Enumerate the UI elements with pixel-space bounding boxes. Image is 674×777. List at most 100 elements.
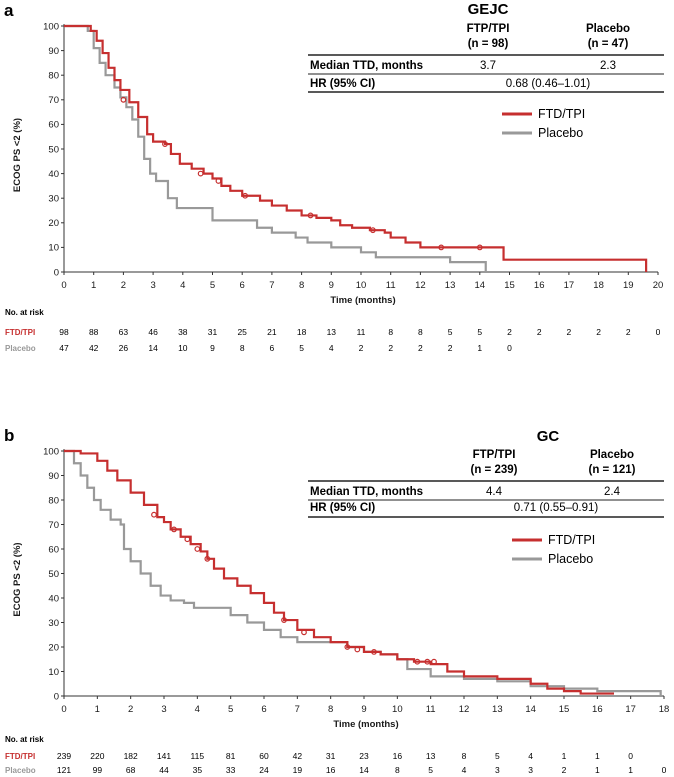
y-tick-label: 30: [48, 618, 59, 629]
risk-value: 2: [388, 343, 393, 353]
risk-value: 0: [507, 343, 512, 353]
series-line-placebo: [64, 449, 662, 696]
y-tick-label: 60: [48, 120, 59, 131]
censor-mark: [151, 511, 157, 518]
x-tick-label: 0: [61, 280, 66, 291]
x-tick-label: 2: [121, 280, 126, 291]
risk-row-label: FTD/TPI: [5, 752, 35, 761]
risk-value: 121: [57, 765, 71, 775]
risk-value: 10: [178, 343, 188, 353]
risk-value: 42: [89, 343, 99, 353]
x-tick-label: 11: [426, 704, 436, 715]
table-cell: 2.4: [604, 486, 621, 498]
censor-mark: [242, 192, 249, 199]
table-cell: 4.4: [486, 486, 503, 498]
risk-value: 1: [477, 343, 482, 353]
risk-value: 8: [418, 327, 423, 337]
censor-mark: [194, 546, 201, 552]
risk-value: 1: [562, 751, 567, 761]
x-tick-label: 17: [564, 280, 575, 291]
risk-value: 115: [191, 751, 205, 761]
risk-value: 63: [119, 327, 129, 337]
x-tick-label: 12: [459, 704, 470, 715]
x-tick-label: 8: [328, 704, 333, 715]
x-tick-label: 19: [623, 280, 634, 291]
risk-value: 11: [357, 327, 366, 337]
table-cell: 0.68 (0.46–1.01): [506, 78, 591, 90]
risk-value: 2: [448, 343, 453, 353]
risk-table-title: No. at risk: [5, 735, 44, 744]
panel-letter: b: [4, 426, 14, 445]
x-tick-label: 4: [180, 280, 185, 291]
risk-value: 26: [119, 343, 129, 353]
x-tick-label: 18: [593, 280, 604, 291]
risk-value: 31: [326, 751, 336, 761]
risk-value: 16: [393, 751, 403, 761]
risk-value: 220: [90, 751, 104, 761]
y-tick-label: 80: [48, 71, 59, 82]
risk-value: 13: [327, 327, 337, 337]
censor-mark: [438, 244, 445, 251]
legend-label: FTD/TPI: [538, 107, 585, 121]
censor-mark: [414, 658, 421, 665]
risk-value: 14: [148, 343, 158, 353]
table-header-line2: (n = 121): [589, 464, 636, 476]
legend-label: Placebo: [548, 552, 593, 566]
y-tick-label: 0: [54, 267, 59, 278]
table-cell: 3.7: [480, 60, 496, 72]
x-tick-label: 0: [61, 704, 66, 715]
y-tick-label: 0: [54, 691, 59, 702]
x-axis-title: Time (months): [333, 719, 398, 730]
risk-value: 88: [89, 327, 99, 337]
table-header-line1: Placebo: [586, 23, 630, 35]
table-header-line2: (n = 47): [588, 38, 629, 50]
table-cell: 2.3: [600, 60, 616, 72]
x-tick-label: 6: [240, 280, 245, 291]
x-tick-label: 2: [128, 704, 133, 715]
risk-value: 99: [93, 765, 103, 775]
y-tick-label: 10: [48, 243, 59, 254]
risk-value: 33: [226, 765, 236, 775]
risk-value: 19: [293, 765, 303, 775]
risk-value: 47: [59, 343, 69, 353]
censor-mark: [184, 536, 191, 543]
y-axis-title: ECOG PS <2 (%): [12, 542, 23, 616]
risk-value: 25: [237, 327, 247, 337]
legend-label: Placebo: [538, 126, 583, 140]
y-axis-title: ECOG PS <2 (%): [12, 118, 23, 192]
series-line-placebo: [64, 24, 487, 272]
x-tick-label: 10: [356, 280, 367, 291]
chart-title: GEJC: [468, 1, 509, 18]
table-row-label: HR (95% CI): [310, 502, 375, 514]
risk-value: 0: [662, 765, 667, 775]
series-line-ftdtpi: [64, 449, 614, 695]
risk-value: 2: [537, 327, 542, 337]
risk-value: 5: [299, 343, 304, 353]
risk-value: 0: [656, 327, 661, 337]
risk-value: 8: [462, 751, 467, 761]
censor-mark: [424, 658, 431, 665]
x-tick-label: 12: [415, 280, 426, 291]
x-tick-label: 5: [210, 280, 215, 291]
risk-value: 23: [359, 751, 369, 761]
y-tick-label: 30: [48, 194, 59, 205]
table-header-line1: Placebo: [590, 449, 634, 461]
risk-value: 81: [226, 751, 236, 761]
y-tick-label: 40: [48, 593, 59, 604]
censor-mark: [204, 555, 211, 562]
censor-mark: [162, 141, 168, 147]
x-tick-label: 3: [161, 704, 166, 715]
censor-mark: [197, 170, 204, 177]
censor-mark: [171, 526, 177, 533]
y-tick-label: 20: [48, 218, 59, 229]
x-tick-label: 16: [592, 704, 603, 715]
x-tick-label: 15: [559, 704, 570, 715]
censor-mark: [371, 649, 377, 655]
y-tick-label: 70: [48, 95, 59, 106]
y-tick-label: 40: [48, 169, 59, 180]
risk-value: 18: [297, 327, 307, 337]
y-tick-label: 100: [43, 21, 59, 32]
chart-title: GC: [537, 428, 560, 445]
risk-value: 31: [208, 327, 218, 337]
risk-value: 4: [528, 751, 533, 761]
